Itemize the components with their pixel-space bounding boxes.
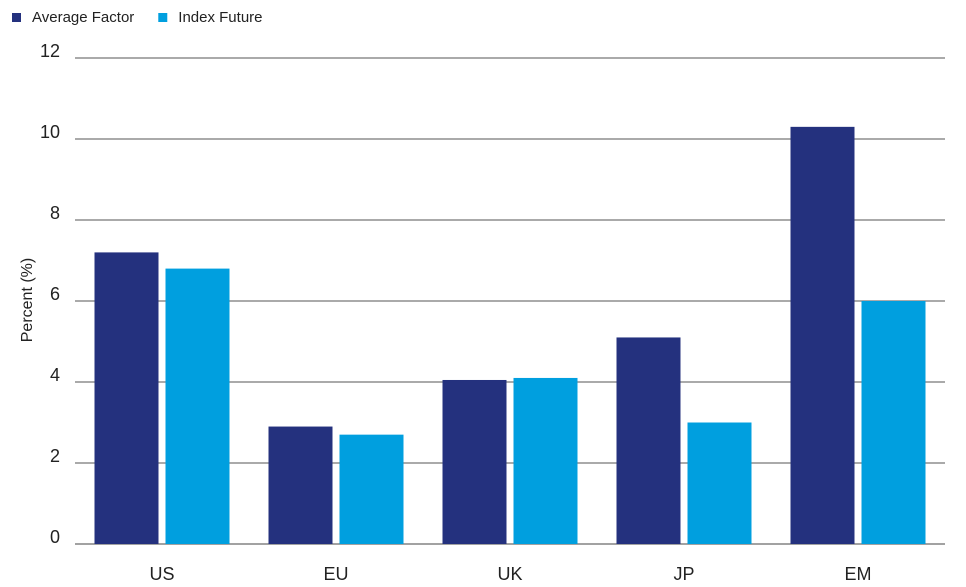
y-tick-label: 2 xyxy=(50,446,60,466)
x-tick-label: JP xyxy=(673,564,694,584)
y-tick-label: 12 xyxy=(40,41,60,61)
bar xyxy=(687,422,752,544)
bar xyxy=(94,252,159,544)
x-tick-label: US xyxy=(149,564,174,584)
y-tick-label: 8 xyxy=(50,203,60,223)
legend-text: Average Factor xyxy=(32,9,134,26)
y-axis-title: Percent (%) xyxy=(19,258,36,342)
bar xyxy=(268,426,333,544)
bar xyxy=(616,337,681,544)
legend-text: Index Future xyxy=(178,9,262,26)
x-tick-label: UK xyxy=(497,564,522,584)
bar xyxy=(165,268,230,544)
bar xyxy=(513,377,578,544)
y-tick-label: 10 xyxy=(40,122,60,142)
bar xyxy=(339,434,404,544)
bar xyxy=(790,126,855,544)
y-tick-label: 0 xyxy=(50,527,60,547)
y-tick-label: 6 xyxy=(50,284,60,304)
bar xyxy=(861,301,926,544)
legend-swatch xyxy=(12,13,21,22)
legend-swatch xyxy=(158,13,168,22)
x-tick-label: EU xyxy=(323,564,348,584)
x-tick-label: EM xyxy=(845,564,872,584)
y-tick-label: 4 xyxy=(50,365,60,385)
bar xyxy=(442,379,507,544)
